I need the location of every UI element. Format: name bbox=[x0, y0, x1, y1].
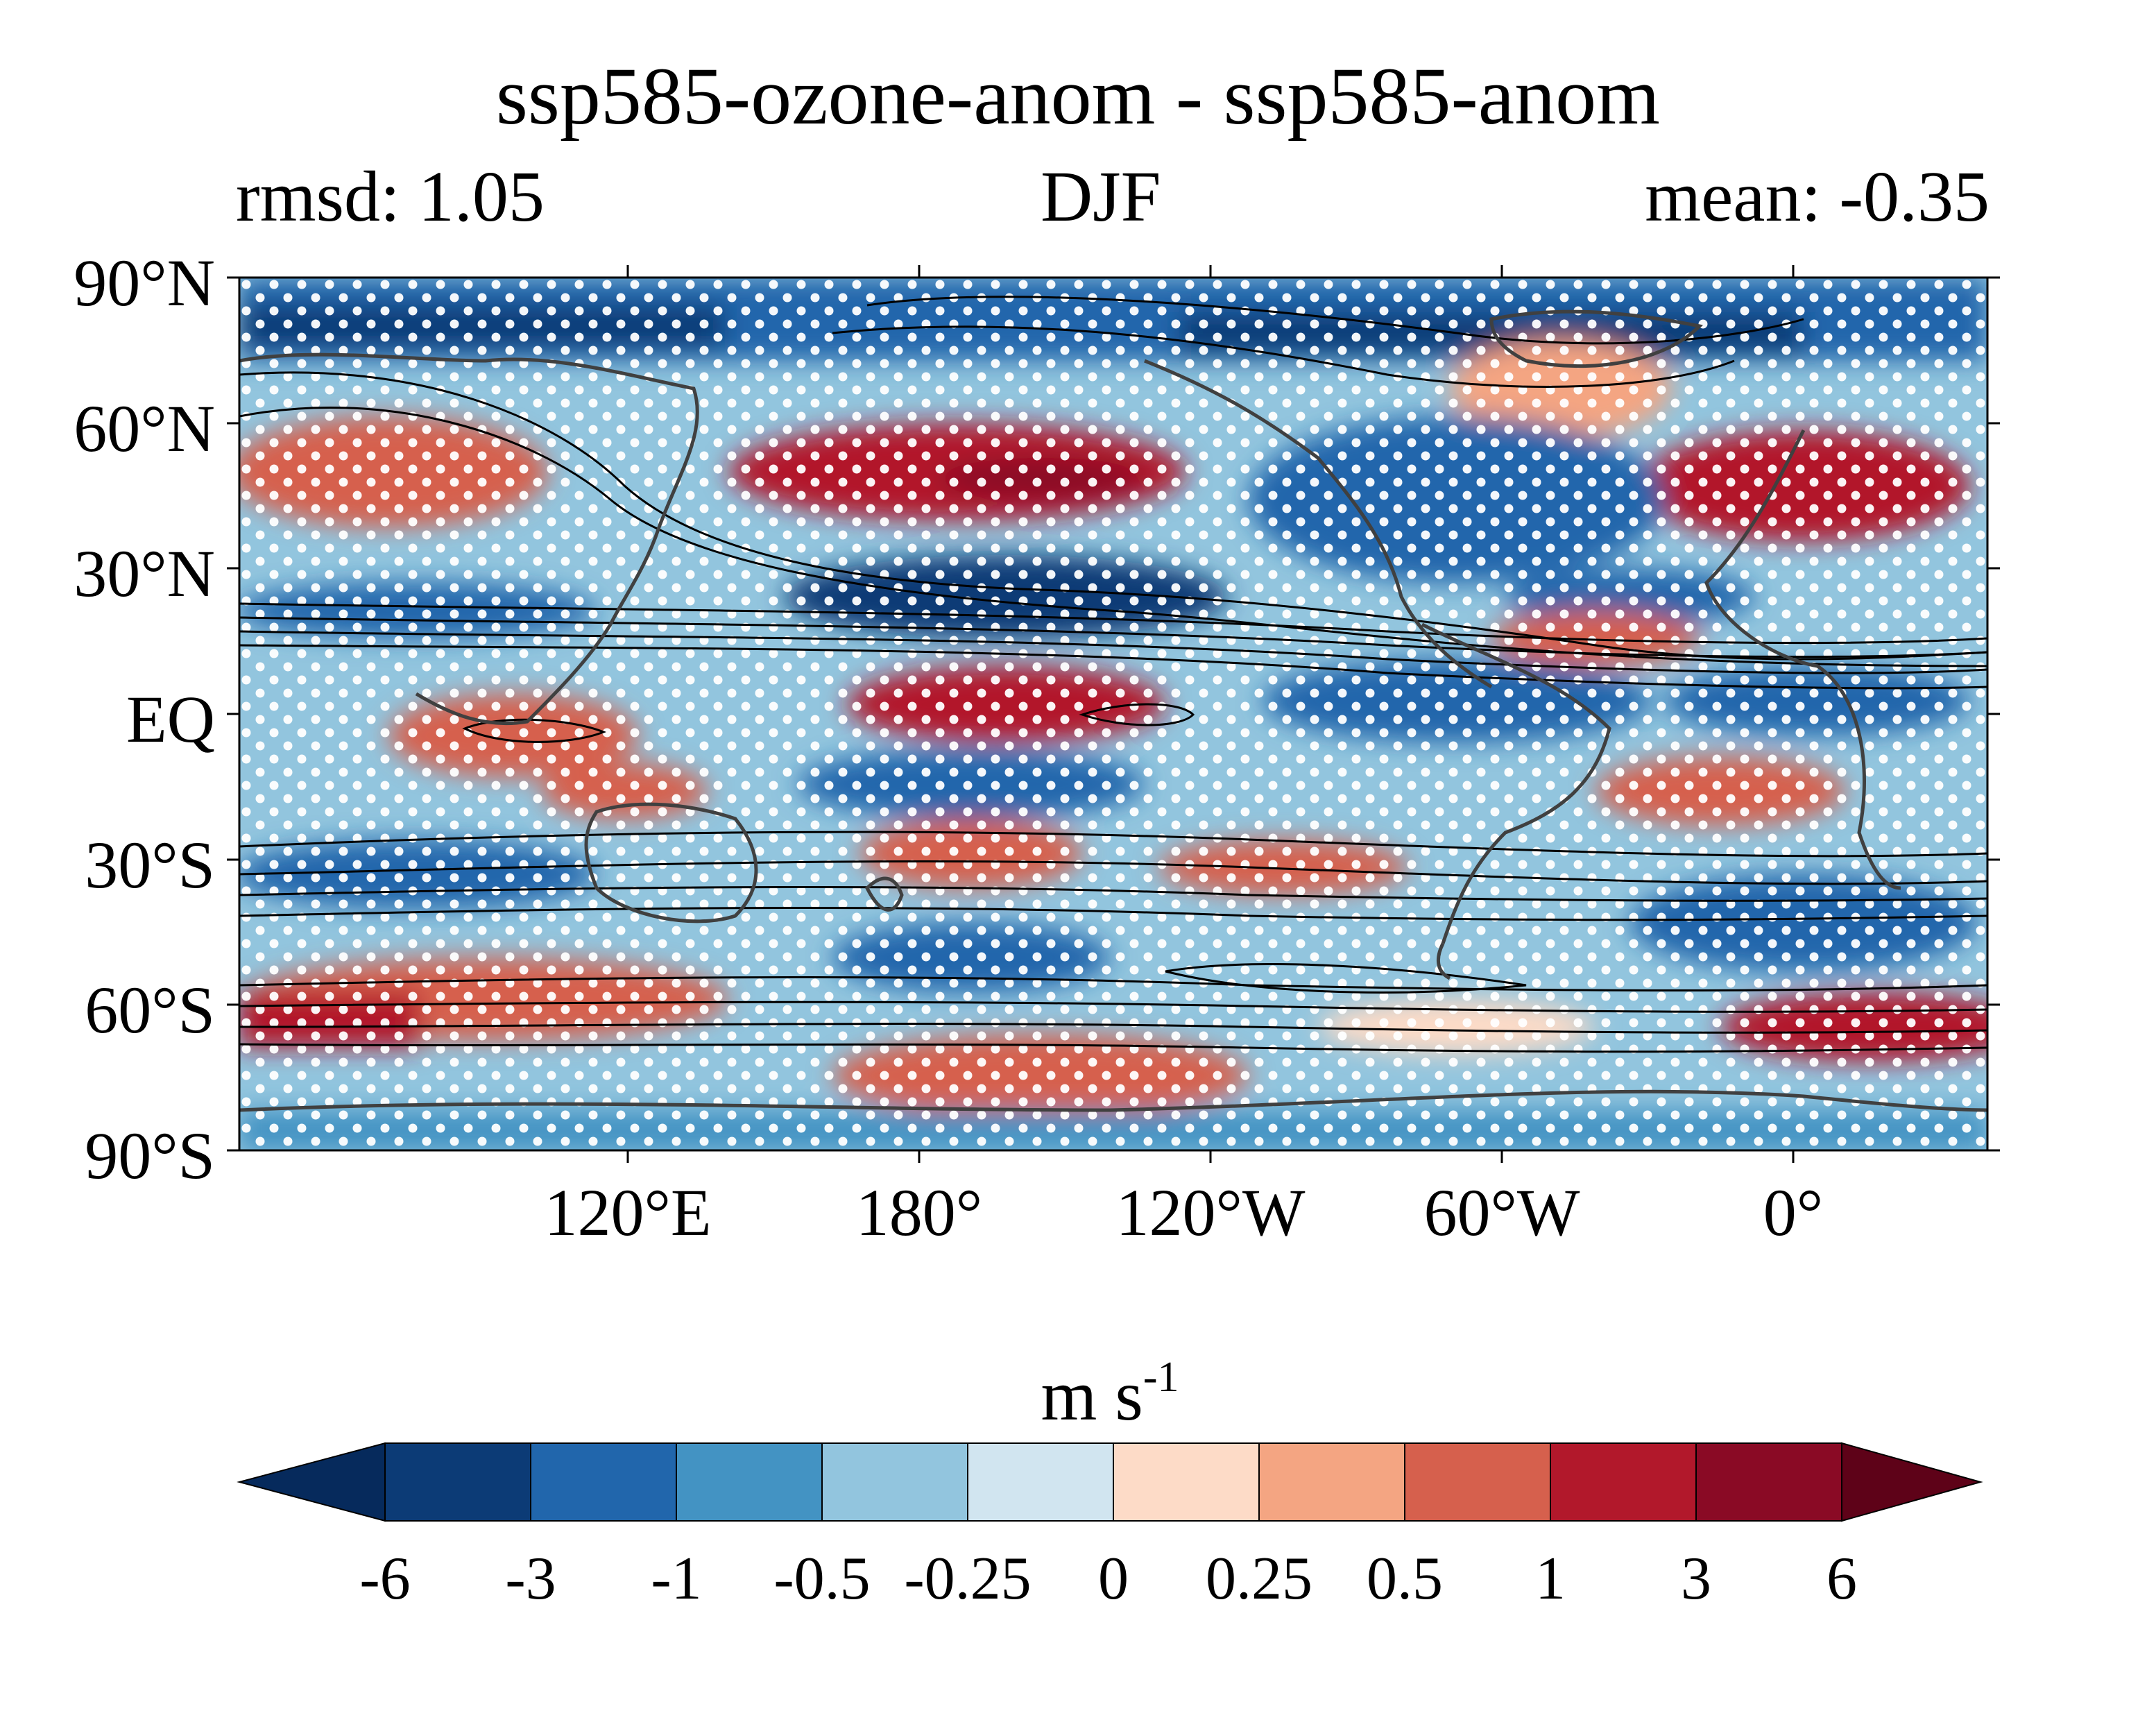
tick-marks bbox=[227, 265, 2000, 1163]
jet-contours bbox=[239, 296, 1987, 1053]
colorbar-swatch bbox=[1550, 1442, 1697, 1522]
lon-label-60w: 60°W bbox=[1423, 1175, 1580, 1250]
colorbar-tick-label: -1 bbox=[651, 1545, 702, 1612]
colorbar-tick-label: 3 bbox=[1681, 1545, 1711, 1612]
lat-label-90n: 90°N bbox=[74, 246, 215, 320]
colorbar-units: m s-1 bbox=[971, 1356, 1249, 1432]
mean-label: mean: -0.35 bbox=[1645, 157, 1990, 237]
colorbar bbox=[237, 1442, 1983, 1522]
lat-label-60s: 60°S bbox=[85, 973, 215, 1047]
lon-label-0: 0° bbox=[1763, 1175, 1824, 1250]
colorbar-swatch bbox=[1695, 1442, 1842, 1522]
colorbar-swatch bbox=[967, 1442, 1114, 1522]
colorbar-tick-label: -6 bbox=[359, 1545, 411, 1612]
colorbar-extend-low bbox=[237, 1442, 386, 1522]
lat-label-eq: EQ bbox=[126, 682, 215, 756]
figure-title: ssp585-ozone-anom - ssp585-anom bbox=[496, 51, 1660, 142]
colorbar-tick-label: 0 bbox=[1098, 1545, 1129, 1612]
colorbar-swatch bbox=[1113, 1442, 1260, 1522]
rmsd-label: rmsd: 1.05 bbox=[236, 157, 545, 237]
colorbar-extend-high bbox=[1841, 1442, 1983, 1522]
lon-label-180: 180° bbox=[855, 1175, 983, 1250]
colorbar-tick-label: -0.5 bbox=[773, 1545, 871, 1612]
map-field bbox=[239, 278, 1987, 1150]
season-label: DJF bbox=[1041, 157, 1161, 237]
lon-label-120w: 120°W bbox=[1115, 1175, 1306, 1250]
coastlines bbox=[239, 309, 1987, 1112]
units-base: m s bbox=[1041, 1356, 1143, 1436]
colorbar-tick-label: 0.25 bbox=[1206, 1545, 1312, 1612]
colorbar-swatch bbox=[384, 1442, 531, 1522]
colorbar-swatch bbox=[1404, 1442, 1551, 1522]
lat-label-30s: 30°S bbox=[85, 828, 215, 902]
colorbar-swatch bbox=[1258, 1442, 1405, 1522]
units-exponent: -1 bbox=[1143, 1354, 1179, 1401]
colorbar-tick-label: -3 bbox=[505, 1545, 556, 1612]
colorbar-swatch bbox=[676, 1442, 823, 1522]
colorbar-swatch bbox=[530, 1442, 677, 1522]
colorbar-swatch bbox=[821, 1442, 968, 1522]
lat-label-90s: 90°S bbox=[85, 1118, 215, 1193]
lon-label-120e: 120°E bbox=[544, 1175, 712, 1250]
colorbar-tick-label: 0.5 bbox=[1367, 1545, 1443, 1612]
lat-label-60n: 60°N bbox=[74, 391, 215, 466]
colorbar-tick-label: -0.25 bbox=[904, 1545, 1032, 1612]
colorbar-tick-label: 6 bbox=[1826, 1545, 1857, 1612]
lat-label-30n: 30°N bbox=[74, 536, 215, 611]
colorbar-tick-label: 1 bbox=[1535, 1545, 1566, 1612]
